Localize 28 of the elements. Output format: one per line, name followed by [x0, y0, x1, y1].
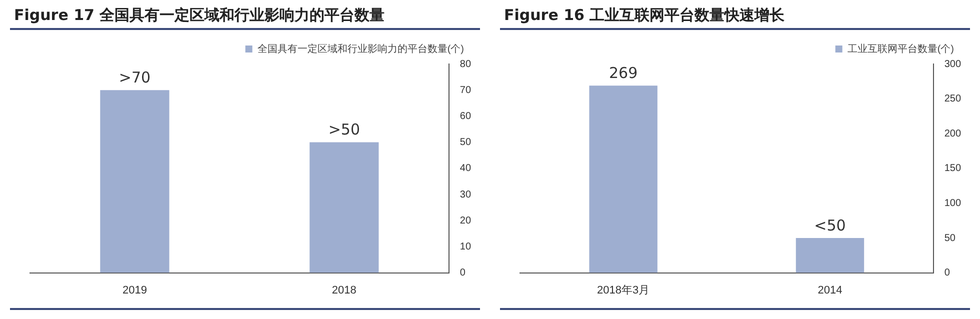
- y-tick-label: 80: [460, 58, 472, 70]
- data-label: >70: [118, 68, 151, 86]
- y-tick-label: 200: [944, 128, 962, 140]
- data-label: 269: [609, 64, 638, 82]
- y-tick-label: 100: [944, 198, 962, 209]
- y-tick-label: 20: [460, 215, 472, 226]
- chart-title: Figure 16 工业互联网平台数量快速增长: [500, 0, 970, 30]
- y-tick-label: 70: [460, 84, 472, 96]
- data-label: >50: [328, 120, 360, 139]
- x-tick-label: 2014: [818, 284, 842, 296]
- legend-label: 工业互联网平台数量(个): [847, 42, 954, 55]
- y-tick-label: 30: [460, 189, 472, 200]
- x-tick-label: 2018: [332, 284, 356, 296]
- y-tick-label: 50: [460, 137, 472, 148]
- y-tick-label: 150: [944, 163, 962, 174]
- y-tick-label: 250: [944, 94, 962, 105]
- x-tick-label: 2019: [122, 284, 147, 296]
- y-tick-label: 10: [460, 241, 472, 252]
- y-tick-label: 0: [944, 268, 950, 279]
- x-tick-label: 2018年3月: [597, 284, 650, 296]
- data-label: <50: [814, 216, 846, 234]
- y-tick-label: 300: [944, 58, 962, 70]
- y-tick-label: 50: [944, 232, 956, 244]
- chart-title: Figure 17 全国具有一定区域和行业影响力的平台数量: [10, 0, 480, 30]
- y-tick-label: 60: [460, 110, 472, 122]
- y-tick-label: 40: [460, 163, 472, 174]
- legend-label: 全国具有一定区域和行业影响力的平台数量(个): [257, 42, 464, 55]
- y-tick-label: 0: [460, 268, 466, 279]
